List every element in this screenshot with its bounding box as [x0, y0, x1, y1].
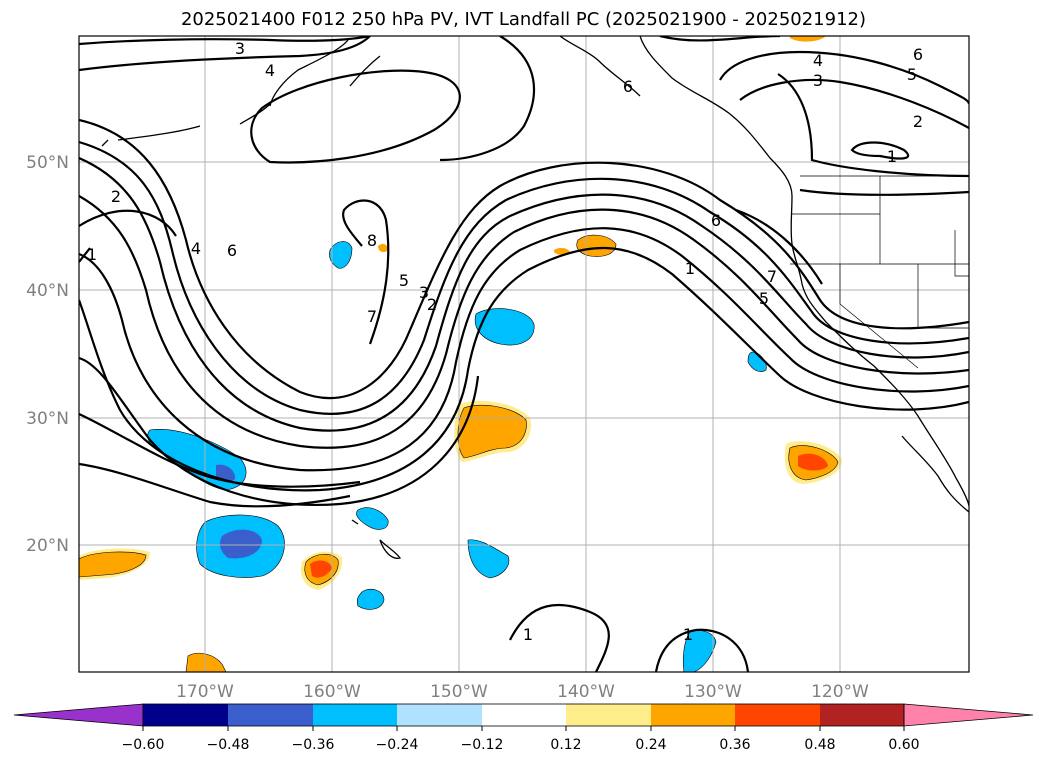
colorbar-ticks — [142, 726, 905, 731]
contour-label: 2 — [111, 187, 121, 206]
contour-label: 4 — [265, 61, 275, 80]
positive-anomaly-blob — [79, 548, 151, 580]
map-frame — [78, 35, 970, 673]
negative-anomaly-blob — [356, 588, 385, 610]
colorbar-segment — [735, 704, 820, 726]
pv-contours — [79, 36, 969, 672]
graticule — [79, 36, 969, 672]
contour-label: 1 — [683, 625, 693, 644]
longitude-label: 130°W — [684, 682, 742, 702]
negative-anomaly-blob — [682, 630, 717, 672]
negative-anomaly-blob — [356, 507, 389, 530]
negative-anomaly-blob — [474, 308, 535, 346]
latitude-label: 40°N — [26, 281, 69, 301]
longitude-label: 160°W — [303, 682, 361, 702]
contour-label: 6 — [227, 241, 237, 260]
colorbar: −0.60 −0.48 −0.36 −0.24 −0.12 0.12 0.24 … — [13, 703, 1034, 753]
colorbar-segment — [143, 704, 228, 726]
contour-label: 4 — [191, 239, 201, 258]
contour-label: 1 — [887, 147, 897, 166]
contour-label: 5 — [399, 271, 409, 290]
contour-label: 2 — [913, 112, 923, 131]
contour-label: 6 — [711, 211, 721, 230]
colorbar-tick-label: 0.24 — [635, 737, 666, 753]
colorbar-tick-label: −0.24 — [376, 737, 419, 753]
latitude-label: 50°N — [26, 153, 69, 173]
positive-anomaly-blob — [300, 551, 343, 590]
longitude-label: 120°W — [811, 682, 869, 702]
longitude-label: 170°W — [176, 682, 234, 702]
colorbar-segment — [820, 704, 904, 726]
latitude-label: 20°N — [26, 536, 69, 556]
contour-label: 7 — [367, 307, 377, 326]
colorbar-segment — [566, 704, 651, 726]
contour-label: 1 — [87, 245, 97, 264]
positive-anomaly-blob — [790, 36, 826, 42]
contour-label: 3 — [419, 283, 429, 302]
contour-labels: 3 4 6 4 3 6 5 2 1 2 1 4 6 8 5 3 2 7 6 1 … — [87, 39, 923, 644]
contour-label: 8 — [367, 231, 377, 250]
longitude-labels: 170°W 160°W 150°W 140°W 130°W 120°W — [176, 682, 869, 702]
contour-label: 5 — [907, 65, 917, 84]
contour-label: 6 — [913, 45, 923, 64]
colorbar-segment — [651, 704, 735, 726]
colorbar-tick-label: −0.48 — [207, 737, 250, 753]
positive-anomaly-blob — [576, 234, 617, 257]
shading-layer — [79, 36, 842, 672]
negative-anomaly-blob — [329, 241, 353, 269]
colorbar-tick-label: 0.60 — [888, 737, 919, 753]
contour-label: 4 — [813, 51, 823, 70]
positive-anomaly-blob — [378, 243, 388, 253]
latitude-label: 30°N — [26, 409, 69, 429]
colorbar-tick-label: 0.12 — [550, 737, 581, 753]
longitude-label: 150°W — [430, 682, 488, 702]
colorbar-tick-label: −0.12 — [461, 737, 504, 753]
contour-label: 7 — [767, 267, 777, 286]
positive-anomaly-blob — [784, 441, 842, 484]
colorbar-tick-label: 0.48 — [804, 737, 835, 753]
positive-anomaly-blob — [454, 400, 532, 462]
colorbar-segment — [482, 704, 566, 726]
colorbar-tick-label: 0.36 — [719, 737, 750, 753]
colorbar-tick-label: −0.36 — [292, 737, 335, 753]
positive-anomaly-blob — [185, 652, 227, 672]
colorbar-segment — [228, 704, 313, 726]
contour-label: 1 — [523, 625, 533, 644]
colorbar-extend-low — [13, 703, 144, 727]
negative-anomaly-blob — [467, 539, 510, 579]
colorbar-extend-high — [903, 703, 1034, 727]
colorbar-segment — [397, 704, 482, 726]
negative-anomaly-blob — [196, 514, 285, 578]
colorbar-tick-labels: −0.60 −0.48 −0.36 −0.24 −0.12 0.12 0.24 … — [122, 737, 920, 753]
contour-label: 6 — [623, 77, 633, 96]
contour-label: 2 — [427, 295, 437, 314]
colorbar-segment — [313, 704, 397, 726]
colorbar-tick-label: −0.60 — [122, 737, 165, 753]
contour-label: 1 — [685, 259, 695, 278]
longitude-label: 140°W — [557, 682, 615, 702]
contour-label: 3 — [235, 39, 245, 58]
colorbar-outline — [142, 703, 905, 727]
contour-label: 5 — [759, 289, 769, 308]
map-title: 2025021400 F012 250 hPa PV, IVT Landfall… — [180, 9, 867, 30]
state-borders — [790, 175, 969, 369]
latitude-labels: 50°N 40°N 30°N 20°N — [26, 153, 69, 556]
contour-label: 3 — [813, 71, 823, 90]
